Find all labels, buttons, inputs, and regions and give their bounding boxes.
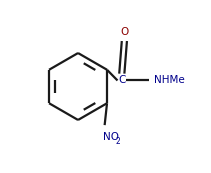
Text: NHMe: NHMe <box>154 75 184 85</box>
Text: 2: 2 <box>115 137 120 146</box>
Text: NO: NO <box>103 132 119 142</box>
Text: C: C <box>118 75 126 85</box>
Text: O: O <box>120 27 128 37</box>
